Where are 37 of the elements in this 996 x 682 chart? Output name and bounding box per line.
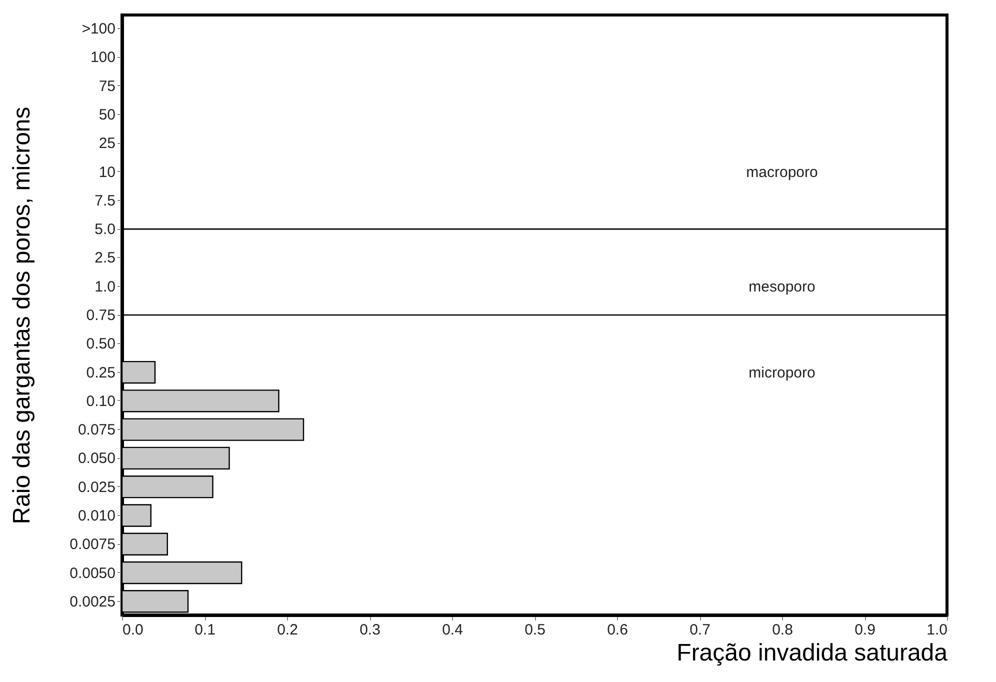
annotation: macroporo xyxy=(746,164,818,181)
x-tick-label: 0.8 xyxy=(772,622,793,638)
x-tick-label: 0.3 xyxy=(360,622,380,638)
y-tick-label: 5.0 xyxy=(94,221,116,238)
x-tick-label: 0.6 xyxy=(607,622,628,638)
y-tick-label: 0.025 xyxy=(78,478,116,496)
y-axis-title: Raio das gargantas dos poros, microns xyxy=(8,106,36,524)
annotation: microporo xyxy=(748,364,816,382)
y-tick-label: 0.0025 xyxy=(70,593,116,610)
y-tick-label: 0.010 xyxy=(78,507,116,524)
x-tick-label: 0.7 xyxy=(690,622,710,638)
x-tick-label: 0.2 xyxy=(277,622,298,638)
y-tick-label: 0.25 xyxy=(86,364,116,382)
y-tick-label: 75 xyxy=(98,78,116,95)
y-tick-label: 0.050 xyxy=(78,450,116,468)
x-tick-label: 0.4 xyxy=(442,622,463,638)
y-tick-label: 0.50 xyxy=(86,336,116,353)
y-tick-label: 0.75 xyxy=(86,307,116,324)
y-tick-label: 7.5 xyxy=(94,192,116,210)
y-tick-label: 0.0075 xyxy=(70,536,116,554)
x-tick-label: 1.0 xyxy=(926,622,948,638)
y-tick-label: 10 xyxy=(98,164,116,181)
y-tick-label: 50 xyxy=(98,106,116,124)
x-tick-label: 0.0 xyxy=(122,622,144,638)
y-tick-label: 0.10 xyxy=(86,392,116,410)
y-tick-label: 1.0 xyxy=(94,278,116,296)
y-tick-label: 100 xyxy=(90,49,116,66)
y-tick-label: 25 xyxy=(98,135,116,152)
x-tick-label: 0.9 xyxy=(854,622,876,638)
x-tick-label: 0.5 xyxy=(524,622,546,638)
y-tick-label: 0.075 xyxy=(78,422,116,439)
annotation: mesoporo xyxy=(748,278,816,296)
x-axis-title: Fração invadida saturada xyxy=(676,640,948,666)
y-tick-label: 2.5 xyxy=(94,250,116,267)
y-tick-label: >100 xyxy=(82,20,116,38)
y-tick-label: 0.0050 xyxy=(70,564,116,582)
x-tick-label: 0.1 xyxy=(194,622,216,638)
